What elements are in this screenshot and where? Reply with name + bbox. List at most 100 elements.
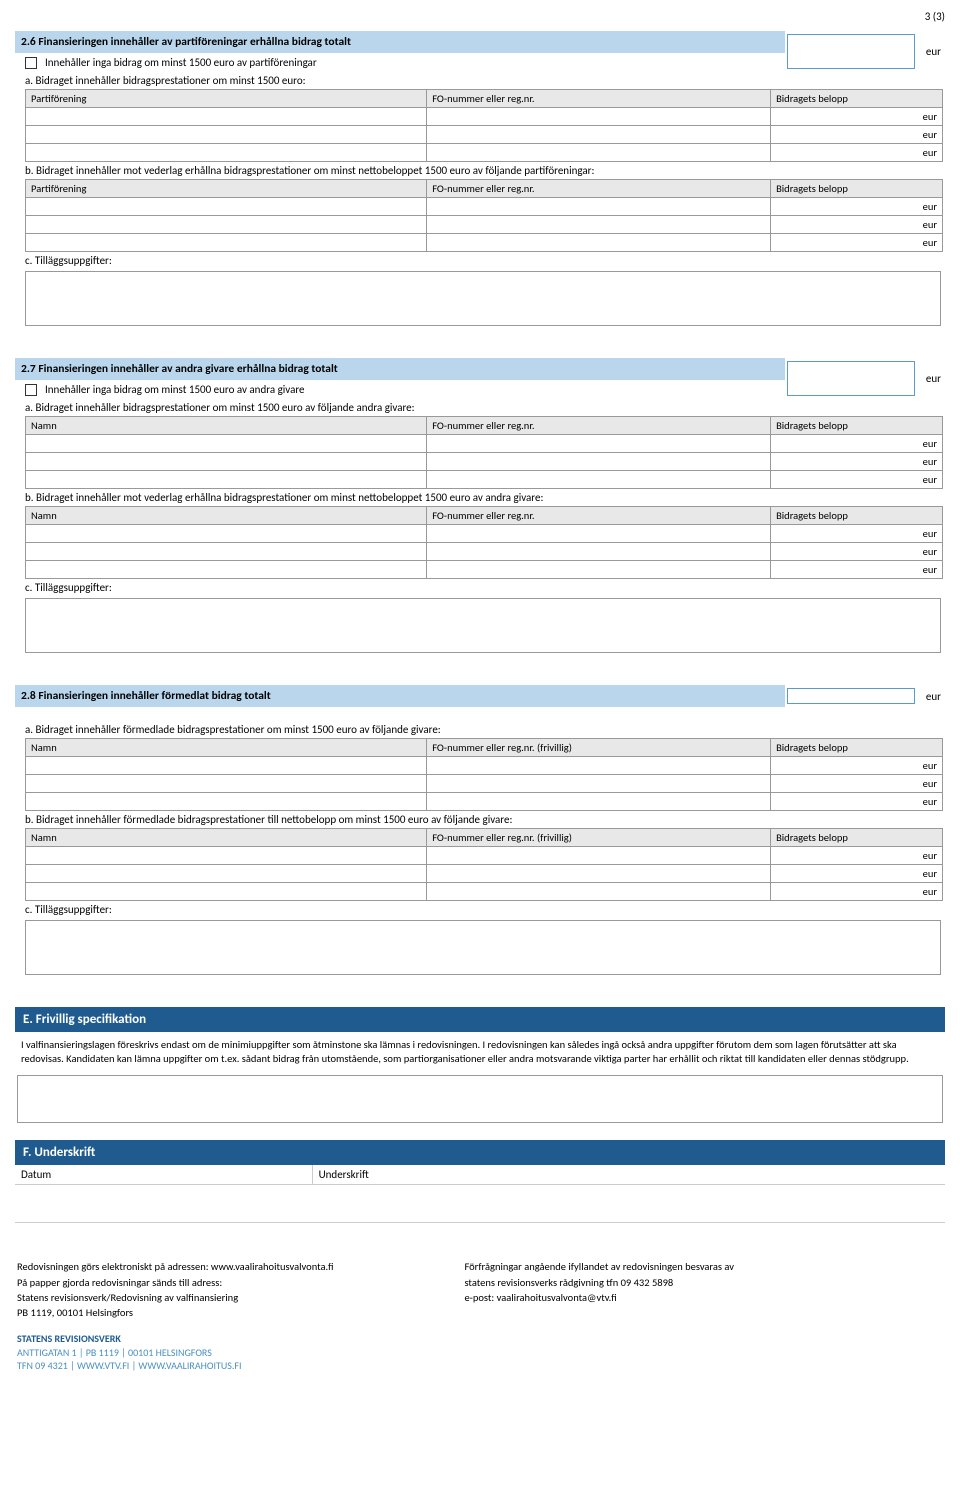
org-address: ANTTIGATAN 1 | PB 1119 | 00101 HELSINGFO… xyxy=(17,1346,943,1360)
eur-label: eur xyxy=(904,793,942,811)
signature-area[interactable] xyxy=(15,1185,945,1223)
cell[interactable] xyxy=(26,847,427,865)
sec28-notes[interactable] xyxy=(25,920,941,975)
section-2-7-header: 2.7 Finansieringen innehåller av andra g… xyxy=(15,358,945,399)
cell[interactable] xyxy=(427,453,771,471)
cell[interactable] xyxy=(427,471,771,489)
cell[interactable] xyxy=(771,543,905,561)
table-2напря-6-b: Partiförening FO-nummer eller reg.nr. Bi… xyxy=(25,179,943,252)
cell[interactable] xyxy=(771,847,905,865)
cell[interactable] xyxy=(427,234,771,252)
col-header: Partiförening xyxy=(26,90,427,108)
cell[interactable] xyxy=(771,793,905,811)
cell[interactable] xyxy=(427,435,771,453)
signature-label: Underskrift xyxy=(313,1165,945,1184)
cell[interactable] xyxy=(771,865,905,883)
eur-label: eur xyxy=(904,883,942,901)
cell[interactable] xyxy=(26,883,427,901)
total-2-6-input[interactable] xyxy=(787,34,915,69)
checkbox-2-6[interactable] xyxy=(25,57,37,69)
cell[interactable] xyxy=(26,793,427,811)
cell[interactable] xyxy=(771,435,905,453)
cell[interactable] xyxy=(427,144,771,162)
eur-label: eur xyxy=(917,358,945,399)
cell[interactable] xyxy=(771,198,905,216)
checkbox-2-7-label: Innehåller inga bidrag om minst 1500 eur… xyxy=(45,383,305,396)
checkbox-2-7[interactable] xyxy=(25,384,37,396)
cell[interactable] xyxy=(771,108,905,126)
cell[interactable] xyxy=(427,525,771,543)
cell[interactable] xyxy=(427,198,771,216)
col-header: Namn xyxy=(26,829,427,847)
cell[interactable] xyxy=(26,453,427,471)
table-2-6-a: Partiförening FO-nummer eller reg.nr. Bi… xyxy=(25,89,943,162)
cell[interactable] xyxy=(26,216,427,234)
table-2-7-a: Namn FO-nummer eller reg.nr. Bidragets b… xyxy=(25,416,943,489)
cell[interactable] xyxy=(427,757,771,775)
cell[interactable] xyxy=(26,525,427,543)
cell[interactable] xyxy=(771,453,905,471)
footer-text: statens revisionsverks rådgivning tfn 09… xyxy=(464,1275,734,1290)
sec28-b-label: b. Bidraget innehåller förmedlade bidrag… xyxy=(15,811,945,828)
eur-label: eur xyxy=(917,685,945,707)
cell[interactable] xyxy=(427,561,771,579)
eur-label: eur xyxy=(904,216,942,234)
eur-label: eur xyxy=(904,234,942,252)
footer-text: PB 1119, 00101 Helsingfors xyxy=(17,1305,424,1320)
cell[interactable] xyxy=(771,144,905,162)
cell[interactable] xyxy=(26,435,427,453)
eur-label: eur xyxy=(904,198,942,216)
cell[interactable] xyxy=(26,471,427,489)
cell[interactable] xyxy=(771,561,905,579)
org-footer: STATENS REVISIONSVERK ANTTIGATAN 1 | PB … xyxy=(15,1326,945,1379)
cell[interactable] xyxy=(26,198,427,216)
section-e-input[interactable] xyxy=(17,1075,943,1123)
cell[interactable] xyxy=(771,126,905,144)
sec26-notes[interactable] xyxy=(25,271,941,326)
section-2-7-title: 2.7 Finansieringen innehåller av andra g… xyxy=(21,362,779,376)
cell[interactable] xyxy=(26,543,427,561)
section-e-title: E. Frivillig specifikation xyxy=(15,1007,945,1032)
cell[interactable] xyxy=(427,108,771,126)
cell[interactable] xyxy=(427,126,771,144)
cell[interactable] xyxy=(26,108,427,126)
cell[interactable] xyxy=(771,757,905,775)
cell[interactable] xyxy=(427,775,771,793)
col-header: Bidragets belopp xyxy=(771,417,943,435)
cell[interactable] xyxy=(771,471,905,489)
cell[interactable] xyxy=(771,775,905,793)
col-header: Namn xyxy=(26,417,427,435)
total-2-7-input[interactable] xyxy=(787,361,915,396)
cell[interactable] xyxy=(427,883,771,901)
col-header: FO-nummer eller reg.nr. xyxy=(427,90,771,108)
sec26-c-label: c. Tilläggsuppgifter: xyxy=(15,252,945,269)
sec27-a-label: a. Bidraget innehåller bidragsprestation… xyxy=(15,399,945,416)
cell[interactable] xyxy=(427,865,771,883)
footer-text: Redovisningen görs elektroniskt på adres… xyxy=(17,1259,424,1274)
cell[interactable] xyxy=(26,757,427,775)
eur-label: eur xyxy=(904,126,942,144)
sec27-notes[interactable] xyxy=(25,598,941,653)
cell[interactable] xyxy=(771,525,905,543)
cell[interactable] xyxy=(771,883,905,901)
cell[interactable] xyxy=(26,775,427,793)
eur-label: eur xyxy=(904,847,942,865)
cell[interactable] xyxy=(427,847,771,865)
total-2-8-input[interactable] xyxy=(787,688,915,704)
cell[interactable] xyxy=(26,561,427,579)
eur-label: eur xyxy=(904,108,942,126)
cell[interactable] xyxy=(771,234,905,252)
col-header: Bidragets belopp xyxy=(771,829,943,847)
cell[interactable] xyxy=(427,543,771,561)
eur-label: eur xyxy=(904,435,942,453)
cell[interactable] xyxy=(427,793,771,811)
footer-info: Redovisningen görs elektroniskt på adres… xyxy=(15,1253,945,1326)
cell[interactable] xyxy=(26,865,427,883)
cell[interactable] xyxy=(26,126,427,144)
table-2-8-a: Namn FO-nummer eller reg.nr. (frivillig)… xyxy=(25,738,943,811)
cell[interactable] xyxy=(26,234,427,252)
cell[interactable] xyxy=(427,216,771,234)
cell[interactable] xyxy=(771,216,905,234)
cell[interactable] xyxy=(26,144,427,162)
col-header: Bidragets belopp xyxy=(771,180,943,198)
